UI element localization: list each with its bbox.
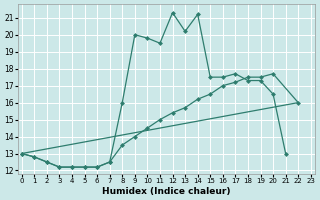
- X-axis label: Humidex (Indice chaleur): Humidex (Indice chaleur): [102, 187, 230, 196]
